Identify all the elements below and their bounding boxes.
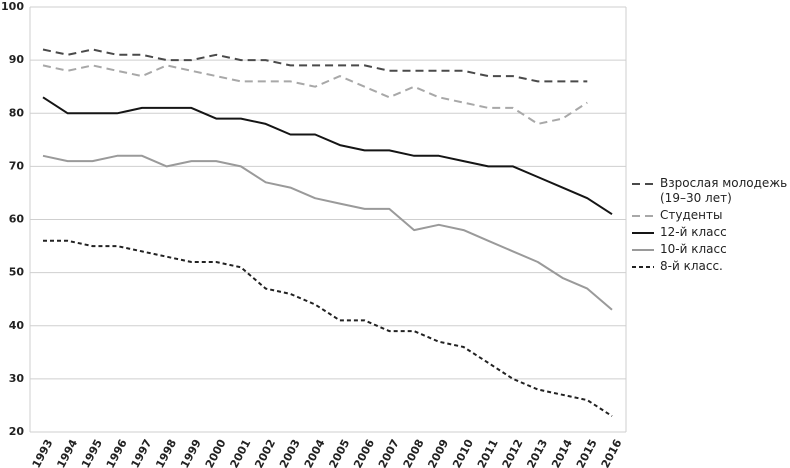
- series-line: [42, 96, 613, 216]
- legend-swatch: [632, 183, 654, 185]
- x-tick-label: 2011: [475, 437, 501, 468]
- x-tick-label: 2013: [524, 437, 550, 468]
- legend-swatch: [632, 215, 654, 217]
- y-tick-label: 30: [9, 372, 25, 385]
- series-line: [43, 239, 613, 417]
- x-tick-label: 1997: [129, 437, 155, 468]
- x-tick-label: 2016: [599, 437, 625, 468]
- legend: Взрослая молодежь (19–30 лет) Студенты 12-…: [632, 176, 790, 276]
- y-tick-label: 20: [9, 425, 25, 438]
- series-line: [42, 64, 588, 125]
- legend-item: 8-й класс.: [632, 259, 790, 274]
- x-tick-label: 2009: [425, 437, 451, 468]
- y-tick-label: 40: [9, 319, 25, 332]
- series-line: [42, 48, 588, 83]
- x-tick-label: 2000: [203, 437, 229, 468]
- y-tick-label: 60: [9, 213, 25, 226]
- y-tick-label: 90: [9, 53, 25, 66]
- legend-item: 12-й класс: [632, 225, 790, 240]
- y-tick-label: 100: [1, 0, 24, 13]
- y-tick-label: 80: [9, 106, 25, 119]
- x-tick-label: 2005: [327, 437, 353, 468]
- x-tick-label: 2007: [376, 437, 402, 468]
- legend-item: Студенты: [632, 208, 790, 223]
- x-tick-label: 2015: [574, 437, 600, 468]
- y-tick-label: 50: [9, 266, 25, 279]
- x-tick-label: 1993: [30, 437, 56, 468]
- x-tick-label: 1998: [153, 437, 179, 468]
- legend-label: 10-й класс: [660, 242, 727, 256]
- legend-item: 10-й класс: [632, 242, 790, 257]
- x-tick-label: 1999: [178, 437, 204, 468]
- x-tick-label: 2012: [500, 437, 526, 468]
- legend-swatch: [632, 266, 654, 268]
- x-tick-label: 2008: [401, 437, 427, 468]
- x-tick-label: 1994: [54, 437, 80, 468]
- legend-label: Взрослая молодежь (19–30 лет): [660, 176, 788, 205]
- legend-label: 12-й класс: [660, 225, 727, 239]
- x-tick-label: 2001: [228, 437, 254, 468]
- legend-label: 8-й класс.: [660, 259, 723, 273]
- x-tick-label: 2006: [351, 437, 377, 468]
- y-tick-label: 70: [9, 159, 25, 172]
- legend-label: Студенты: [660, 208, 723, 222]
- x-tick-label: 2014: [549, 437, 575, 468]
- x-tick-label: 2002: [252, 437, 278, 468]
- legend-swatch: [632, 232, 654, 234]
- x-tick-label: 1995: [79, 437, 105, 468]
- x-tick-label: 2003: [277, 437, 303, 468]
- legend-item: Взрослая молодежь (19–30 лет): [632, 176, 790, 206]
- x-tick-label: 2004: [302, 437, 328, 468]
- x-tick-label: 2010: [450, 437, 476, 468]
- series-line: [42, 154, 613, 311]
- x-tick-label: 1996: [104, 437, 130, 468]
- legend-swatch: [632, 249, 654, 251]
